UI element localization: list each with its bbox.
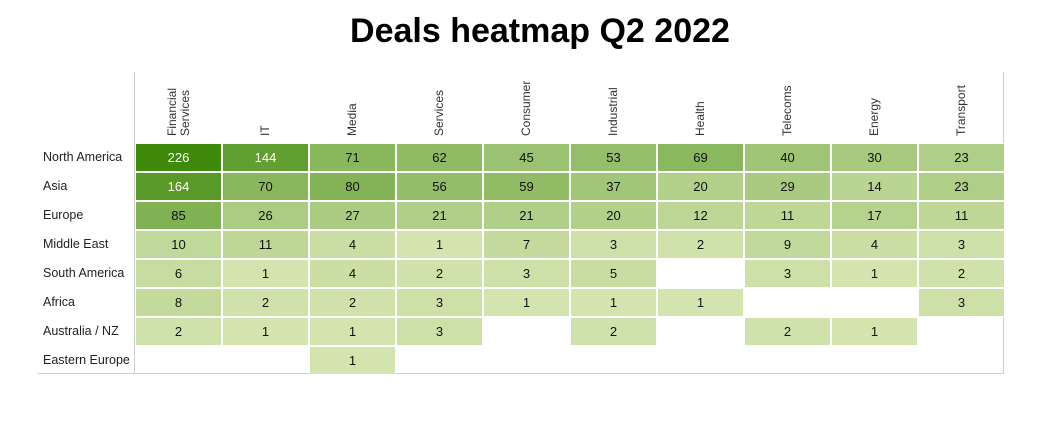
cell-south-america-financial-services: 6 [135, 259, 222, 288]
cell-asia-financial-services: 164 [135, 172, 222, 201]
cell-north-america-financial-services: 226 [135, 143, 222, 172]
row-label-north-america: North America [43, 150, 123, 164]
cell-asia-transport: 23 [918, 172, 1005, 201]
column-label-services: Services [432, 89, 446, 136]
row-label-eastern-europe: Eastern Europe [43, 353, 130, 367]
row-label-middle-east: Middle East [43, 237, 109, 251]
cell-south-america-energy: 1 [831, 259, 918, 288]
row-label-divider [134, 72, 135, 374]
cell-eastern-europe-media: 1 [309, 346, 396, 375]
cell-europe-media: 27 [309, 201, 396, 230]
cell-europe-services: 21 [396, 201, 483, 230]
cell-middle-east-telecoms: 9 [744, 230, 831, 259]
cell-australia-nz-telecoms: 2 [744, 317, 831, 346]
cell-europe-it: 26 [222, 201, 309, 230]
cell-asia-services: 56 [396, 172, 483, 201]
cell-south-america-it: 1 [222, 259, 309, 288]
cell-australia-nz-financial-services: 2 [135, 317, 222, 346]
column-label-financial-services: Financial Services [164, 87, 192, 136]
column-label-health: Health [693, 101, 707, 136]
cell-north-america-it: 144 [222, 143, 309, 172]
cell-middle-east-services: 1 [396, 230, 483, 259]
cell-africa-transport: 3 [918, 288, 1005, 317]
cell-middle-east-energy: 4 [831, 230, 918, 259]
cell-australia-nz-media: 1 [309, 317, 396, 346]
cell-asia-media: 80 [309, 172, 396, 201]
cell-south-america-transport: 2 [918, 259, 1005, 288]
cell-asia-industrial: 37 [570, 172, 657, 201]
cell-africa-services: 3 [396, 288, 483, 317]
cell-africa-health: 1 [657, 288, 744, 317]
cell-middle-east-financial-services: 10 [135, 230, 222, 259]
cell-africa-it: 2 [222, 288, 309, 317]
column-label-industrial: Industrial [606, 87, 620, 136]
cell-middle-east-it: 11 [222, 230, 309, 259]
cell-europe-financial-services: 85 [135, 201, 222, 230]
cell-europe-energy: 17 [831, 201, 918, 230]
cell-europe-health: 12 [657, 201, 744, 230]
cell-africa-consumer: 1 [483, 288, 570, 317]
cell-north-america-energy: 30 [831, 143, 918, 172]
cell-europe-industrial: 20 [570, 201, 657, 230]
cell-south-america-industrial: 5 [570, 259, 657, 288]
cell-asia-it: 70 [222, 172, 309, 201]
cell-australia-nz-services: 3 [396, 317, 483, 346]
column-label-media: Media [345, 103, 359, 136]
cell-europe-transport: 11 [918, 201, 1005, 230]
row-label-australia-nz: Australia / NZ [43, 324, 119, 338]
row-label-africa: Africa [43, 295, 75, 309]
column-label-it: IT [258, 125, 272, 136]
cell-south-america-media: 4 [309, 259, 396, 288]
chart-title: Deals heatmap Q2 2022 [350, 12, 730, 50]
cell-middle-east-industrial: 3 [570, 230, 657, 259]
cell-africa-media: 2 [309, 288, 396, 317]
cell-europe-consumer: 21 [483, 201, 570, 230]
cell-australia-nz-industrial: 2 [570, 317, 657, 346]
cell-north-america-transport: 23 [918, 143, 1005, 172]
cell-middle-east-media: 4 [309, 230, 396, 259]
cell-australia-nz-energy: 1 [831, 317, 918, 346]
cell-south-america-consumer: 3 [483, 259, 570, 288]
cell-asia-health: 20 [657, 172, 744, 201]
cell-north-america-media: 71 [309, 143, 396, 172]
cell-north-america-health: 69 [657, 143, 744, 172]
cell-africa-financial-services: 8 [135, 288, 222, 317]
cell-north-america-telecoms: 40 [744, 143, 831, 172]
cell-australia-nz-it: 1 [222, 317, 309, 346]
cell-north-america-services: 62 [396, 143, 483, 172]
column-label-telecoms: Telecoms [780, 85, 794, 136]
cell-south-america-telecoms: 3 [744, 259, 831, 288]
row-label-asia: Asia [43, 179, 68, 193]
cell-europe-telecoms: 11 [744, 201, 831, 230]
cell-africa-industrial: 1 [570, 288, 657, 317]
cell-north-america-industrial: 53 [570, 143, 657, 172]
row-label-south-america: South America [43, 266, 125, 280]
column-label-energy: Energy [867, 97, 881, 136]
row-label-europe: Europe [43, 208, 84, 222]
column-label-transport: Transport [954, 85, 968, 136]
cell-north-america-consumer: 45 [483, 143, 570, 172]
cell-south-america-services: 2 [396, 259, 483, 288]
cell-asia-consumer: 59 [483, 172, 570, 201]
column-label-consumer: Consumer [519, 80, 533, 136]
cell-middle-east-consumer: 7 [483, 230, 570, 259]
cell-asia-telecoms: 29 [744, 172, 831, 201]
cell-middle-east-health: 2 [657, 230, 744, 259]
cell-asia-energy: 14 [831, 172, 918, 201]
cell-middle-east-transport: 3 [918, 230, 1005, 259]
